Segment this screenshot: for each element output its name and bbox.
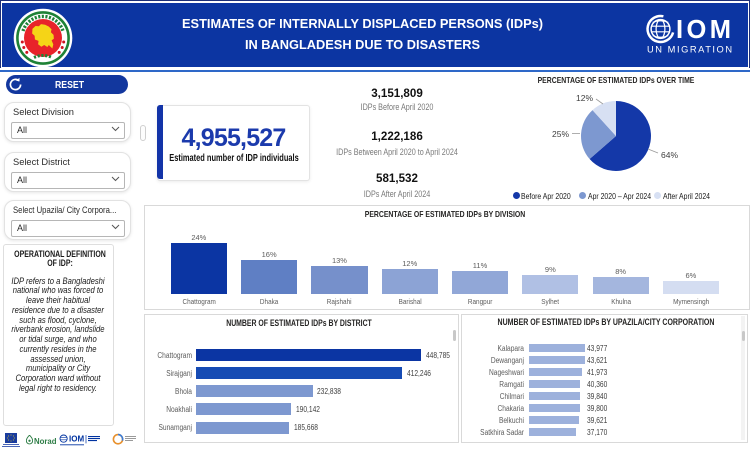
svg-text:IOM: IOM: [69, 435, 84, 444]
svg-text:UN MIGRATION: UN MIGRATION: [647, 45, 734, 55]
svg-text:IOM: IOM: [676, 16, 734, 44]
